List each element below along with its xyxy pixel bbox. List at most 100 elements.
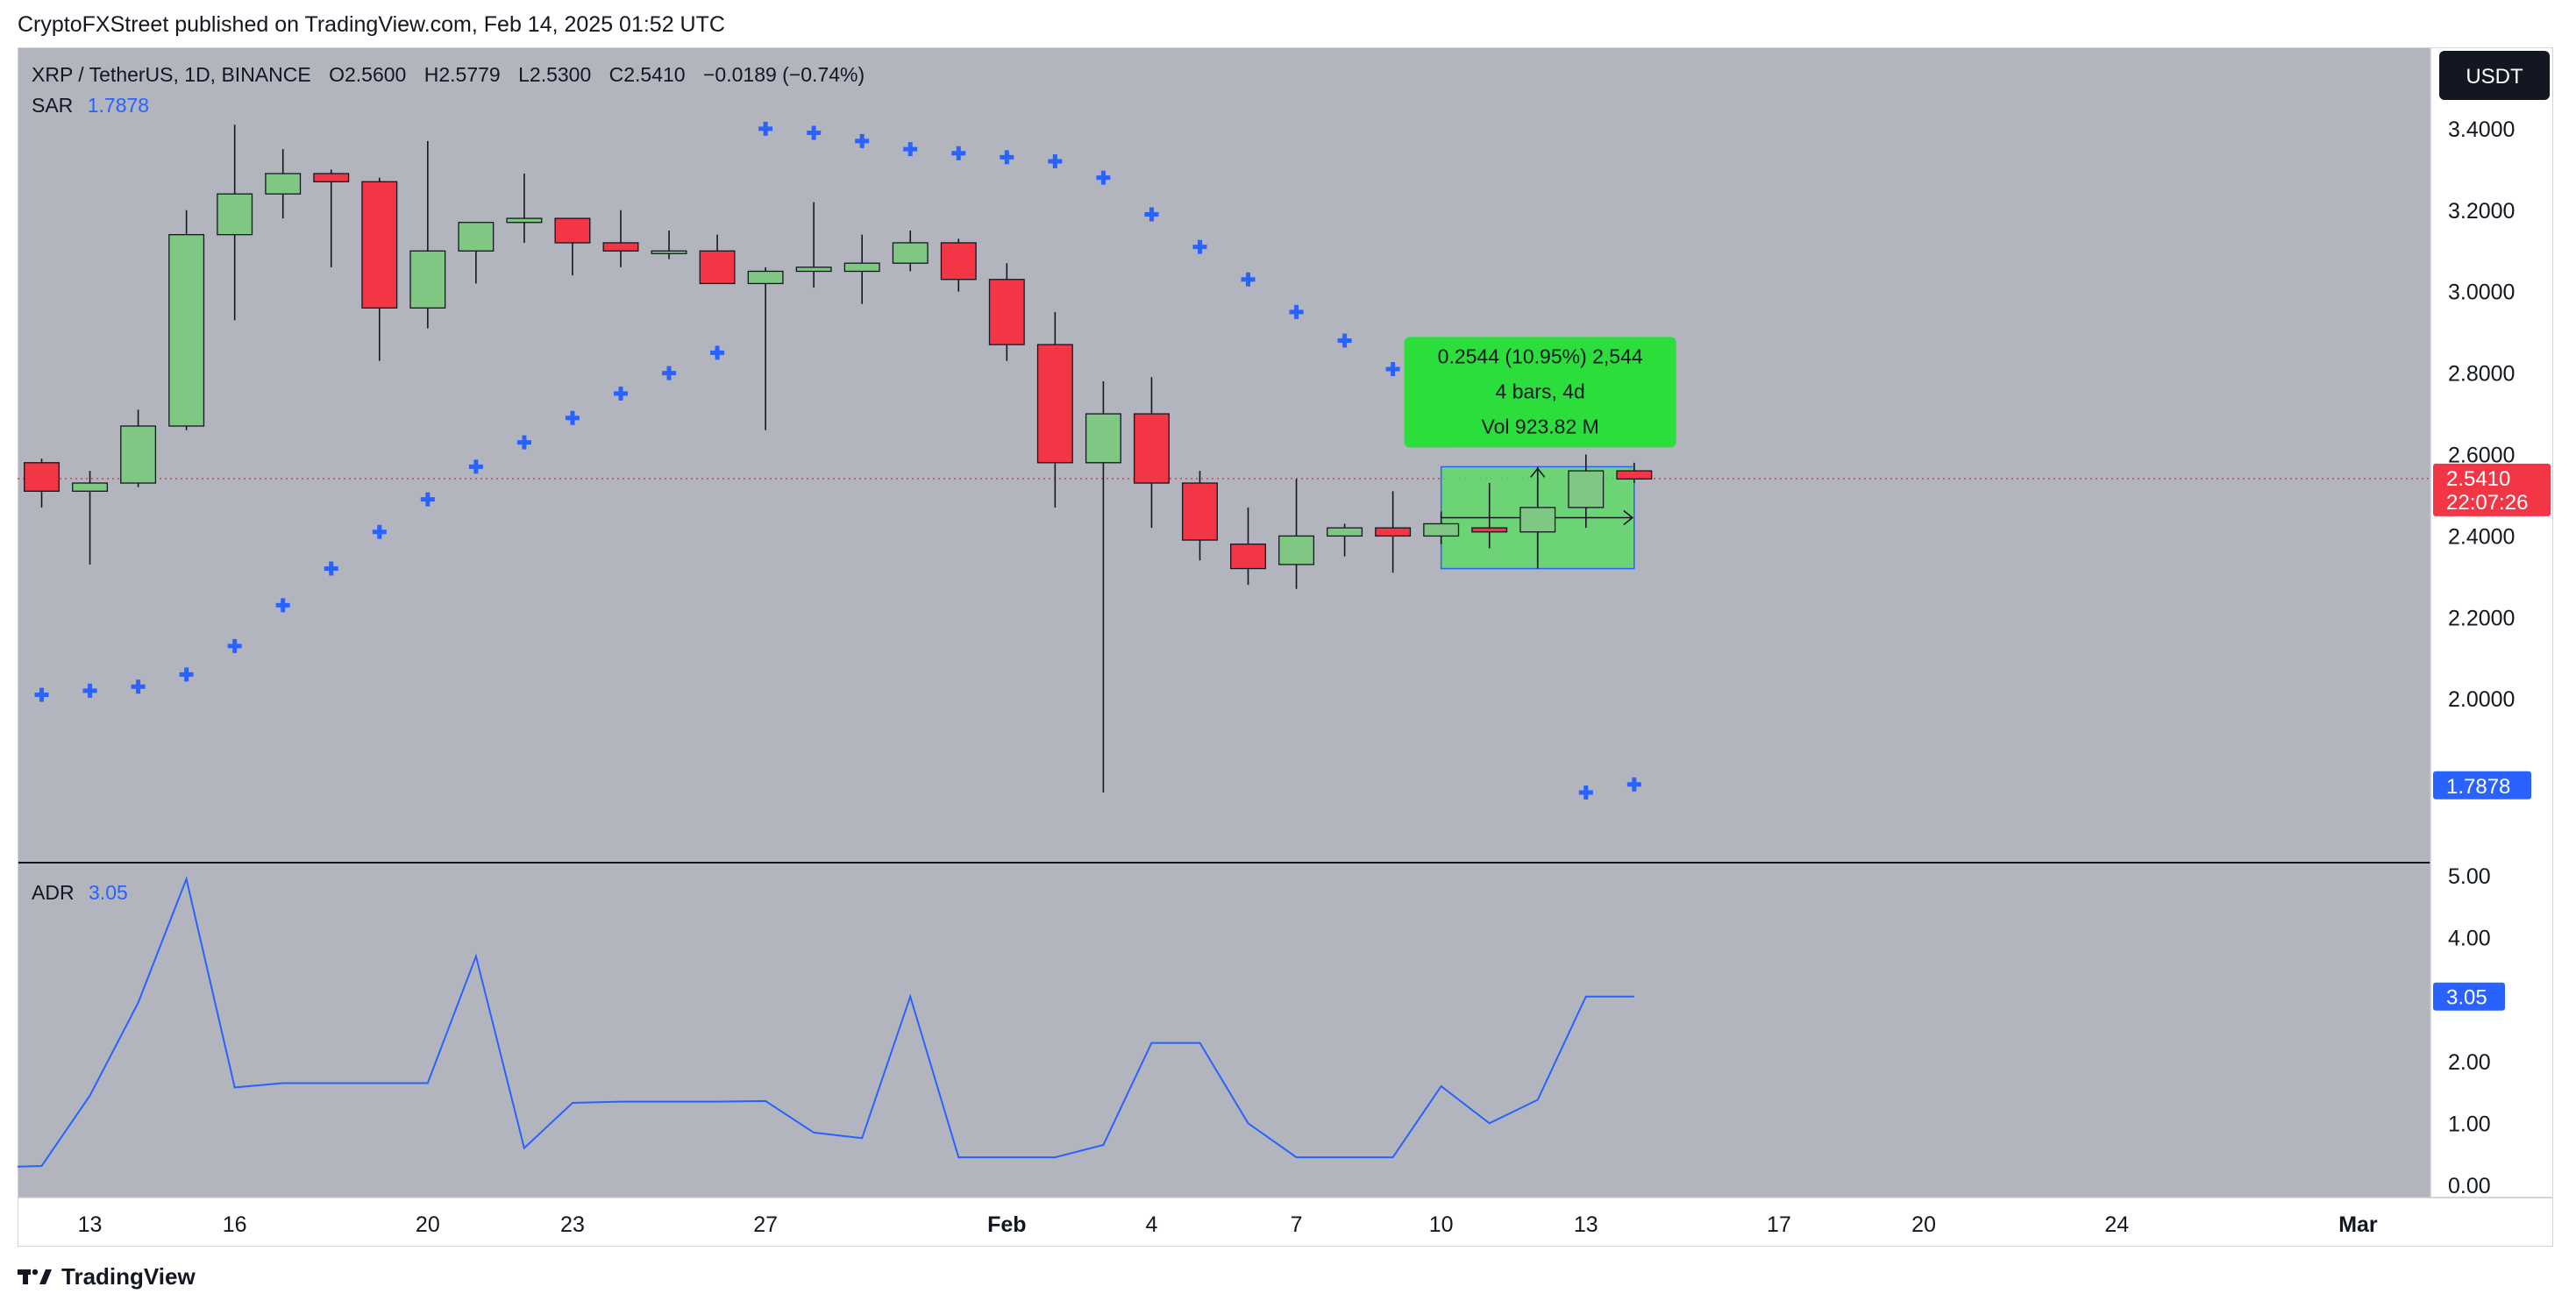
chart-svg[interactable]: 0.2544 (10.95%) 2,544 4 bars, 4d Vol 923… — [18, 47, 2553, 1247]
sar-point — [372, 524, 387, 539]
time-tick-label[interactable]: 23 — [560, 1212, 585, 1237]
time-tick-label[interactable]: Mar — [2338, 1212, 2378, 1237]
candle-body — [1327, 527, 1363, 537]
candle — [699, 234, 736, 285]
candle-body — [747, 270, 784, 285]
candle — [554, 217, 591, 276]
candle — [409, 140, 446, 329]
time-tick-label[interactable]: 24 — [2104, 1212, 2129, 1237]
candle — [1278, 479, 1315, 589]
sar-point — [710, 345, 725, 360]
symbol-name[interactable]: XRP / TetherUS, 1D, BINANCE — [32, 63, 311, 86]
sar-point — [324, 561, 338, 576]
candle-body — [651, 250, 687, 254]
time-tick-label[interactable]: 20 — [416, 1212, 440, 1237]
time-axis-background — [18, 1198, 2553, 1247]
tradingview-logo[interactable]: TradingView — [18, 1261, 196, 1292]
time-axis-ticks[interactable]: 13 16 20 23 27 Feb 4 7 10 13 17 20 24 Mar — [78, 1212, 2378, 1237]
currency-button-label[interactable]: USDT — [2466, 65, 2523, 89]
sar-legend-name[interactable]: SAR — [32, 94, 73, 117]
candle — [940, 238, 977, 292]
adr-legend-name[interactable]: ADR — [32, 881, 75, 904]
candle — [795, 202, 832, 288]
price-tick-label[interactable]: 3.4000 — [2448, 117, 2515, 142]
currency-button[interactable]: USDT — [2439, 51, 2550, 100]
candlestick-series — [24, 124, 1653, 793]
candle — [506, 173, 543, 243]
time-tick-label[interactable]: 17 — [1767, 1212, 1791, 1237]
adr-pane-background — [18, 864, 2430, 1198]
adr-axis-ticks[interactable]: 5.004.003.002.001.000.00 — [2448, 864, 2491, 1198]
time-tick-label[interactable]: 13 — [78, 1212, 103, 1237]
candle — [1471, 483, 1508, 549]
candle — [602, 210, 639, 267]
adr-tick-label[interactable]: 0.00 — [2448, 1174, 2491, 1198]
price-tick-label[interactable]: 2.8000 — [2448, 362, 2515, 387]
candle — [1327, 523, 1363, 557]
candle-body — [699, 250, 736, 285]
candle — [1230, 507, 1266, 586]
sar-point — [614, 386, 628, 401]
candle-countdown: 22:07:26 — [2446, 491, 2528, 515]
candle-body — [120, 425, 157, 484]
time-tick-label[interactable]: 20 — [1911, 1212, 1936, 1237]
last-price-tag: 2.5410 22:07:26 — [2433, 463, 2551, 516]
candle-body — [409, 250, 446, 309]
time-tick-label[interactable]: 4 — [1145, 1212, 1157, 1237]
adr-tick-label[interactable]: 4.00 — [2448, 927, 2491, 951]
adr-legend[interactable]: ADR 3.05 — [32, 881, 128, 904]
candle-body — [892, 242, 929, 264]
candle-body — [1375, 527, 1412, 537]
price-tick-label[interactable]: 2.6000 — [2448, 444, 2515, 468]
adr-tick-label[interactable]: 2.00 — [2448, 1050, 2491, 1075]
ohlc-change: −0.0189 (−0.74%) — [703, 63, 865, 86]
measure-label[interactable]: 0.2544 (10.95%) 2,544 4 bars, 4d Vol 923… — [1404, 337, 1676, 448]
time-tick-label[interactable]: 10 — [1429, 1212, 1454, 1237]
candle-body — [1616, 470, 1653, 480]
time-tick-label[interactable]: 27 — [753, 1212, 778, 1237]
symbol-legend[interactable]: XRP / TetherUS, 1D, BINANCE O2.5600 H2.5… — [32, 63, 865, 117]
price-axis-ticks[interactable]: 3.4000 3.2000 3.0000 2.8000 2.6000 2.4000 2.20… — [2448, 117, 2515, 712]
time-tick-label[interactable]: 7 — [1291, 1212, 1303, 1237]
chart-area[interactable]: 0.2544 (10.95%) 2,544 4 bars, 4d Vol 923… — [18, 47, 2553, 1247]
tradingview-logo-text: TradingView — [61, 1262, 196, 1290]
adr-value-tag: 3.05 — [2433, 982, 2505, 1011]
sar-point — [179, 667, 194, 682]
measure-line-3: Vol 923.82 M — [1482, 415, 1599, 437]
main-pane-background — [18, 47, 2430, 862]
candle — [120, 409, 157, 487]
sar-point — [855, 133, 870, 148]
symbol-info[interactable]: XRP / TetherUS, 1D, BINANCE O2.5600 H2.5… — [32, 63, 865, 86]
adr-tick-label[interactable]: 5.00 — [2448, 864, 2491, 889]
price-tick-label[interactable]: 2.4000 — [2448, 524, 2515, 549]
price-tick-label[interactable]: 2.2000 — [2448, 606, 2515, 630]
candle — [168, 210, 205, 430]
candle-body — [24, 462, 60, 492]
price-tick-label[interactable]: 3.0000 — [2448, 281, 2515, 305]
measure-label-background — [1404, 337, 1676, 448]
price-tick-label[interactable]: 3.2000 — [2448, 199, 2515, 224]
sar-tag-value: 1.7878 — [2446, 775, 2510, 799]
last-price-value: 2.5410 — [2446, 467, 2510, 491]
candle-body — [458, 222, 495, 252]
measure-line-2: 4 bars, 4d — [1496, 380, 1585, 402]
candle-body — [988, 279, 1025, 345]
candle-body — [506, 217, 543, 224]
currency-button-background[interactable] — [2439, 51, 2550, 100]
tradingview-logo-icon — [18, 1269, 52, 1284]
price-tick-label[interactable]: 2.0000 — [2448, 687, 2515, 712]
candle-body — [1182, 482, 1218, 541]
sar-value-tag: 1.7878 — [2433, 771, 2531, 800]
candle-body — [1230, 544, 1266, 570]
sar-legend-value: 1.7878 — [88, 94, 149, 117]
sar-legend[interactable]: SAR 1.7878 — [32, 94, 149, 117]
candle-body — [265, 173, 302, 195]
time-tick-label[interactable]: 16 — [223, 1212, 247, 1237]
candle-body — [1519, 507, 1556, 533]
time-tick-label[interactable]: 13 — [1574, 1212, 1598, 1237]
sar-point — [758, 121, 773, 136]
adr-tick-label[interactable]: 1.00 — [2448, 1112, 2491, 1136]
time-tick-label[interactable]: Feb — [987, 1212, 1026, 1237]
adr-tag-background — [2433, 982, 2505, 1011]
candle-body — [795, 267, 832, 273]
